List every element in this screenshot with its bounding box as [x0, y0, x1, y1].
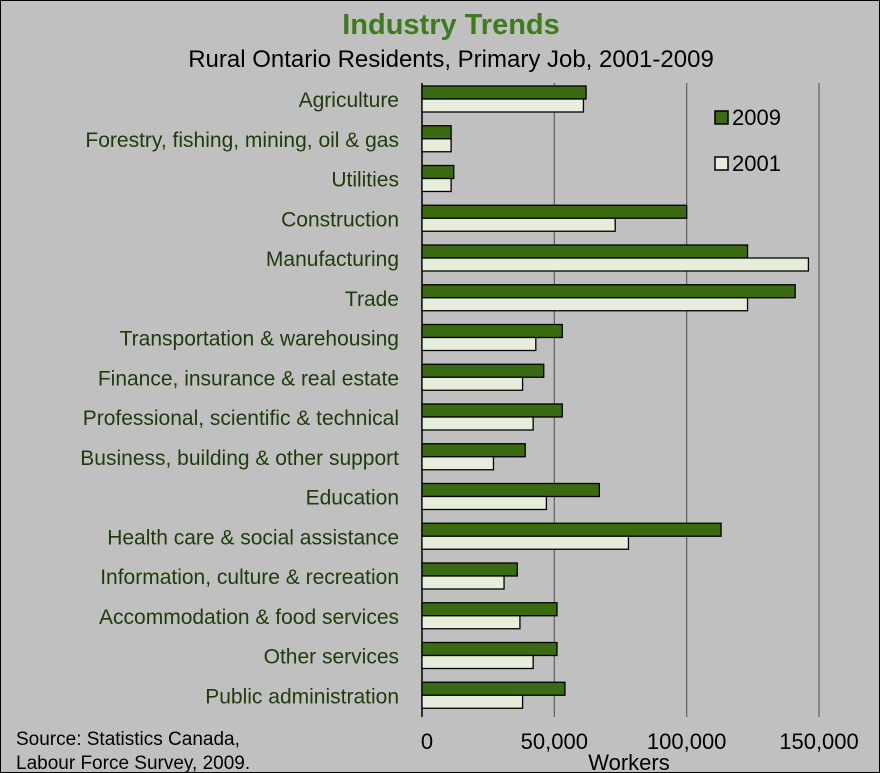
bar-2001 [421, 297, 749, 312]
category-label: Accommodation & food services [99, 606, 399, 629]
bar-2009 [421, 125, 452, 140]
legend-swatch-2009 [714, 110, 729, 125]
bar-2009 [421, 204, 688, 219]
bar-2009 [421, 164, 455, 180]
bar-2009 [421, 244, 749, 259]
legend: 2009 2001 [714, 105, 781, 176]
bar-2001 [421, 535, 630, 550]
category-label: Agriculture [299, 89, 399, 112]
category-label: Business, building & other support [80, 447, 399, 470]
legend-label-2009: 2009 [732, 105, 781, 130]
bar-2009 [421, 403, 563, 418]
bar-2009 [421, 284, 796, 299]
bar-2009 [421, 85, 587, 100]
chart-title: Industry Trends [342, 9, 560, 41]
category-label: Education [306, 487, 399, 510]
bar-2001 [421, 177, 452, 193]
chart-subtitle: Rural Ontario Residents, Primary Job, 20… [188, 46, 714, 73]
category-label: Public administration [205, 685, 399, 708]
category-label: Utilities [331, 169, 399, 192]
source-line-2: Labour Force Survey, 2009. [16, 753, 250, 772]
category-label: Professional, scientific & technical [83, 407, 399, 430]
bar-2001 [421, 575, 505, 590]
bar-2001 [421, 694, 524, 709]
x-tick-label: 0 [421, 729, 433, 754]
legend-label-2001: 2001 [732, 151, 781, 176]
x-tick-labels: 0 50,000 100,000 150,000 [421, 729, 859, 754]
category-label: Information, culture & recreation [100, 566, 399, 589]
category-label: Forestry, fishing, mining, oil & gas [85, 129, 399, 152]
bar-2009 [421, 482, 600, 498]
bar-2001 [421, 615, 521, 630]
bar-2009 [421, 562, 518, 577]
bars [421, 85, 810, 709]
bar-2009 [421, 522, 722, 537]
bar-2001 [421, 416, 534, 431]
x-tick-label: 150,000 [779, 729, 859, 754]
bar-2009 [421, 641, 558, 657]
category-label: Trade [345, 288, 399, 311]
category-label: Construction [281, 208, 399, 231]
bar-2009 [421, 443, 526, 458]
category-label: Manufacturing [266, 248, 399, 271]
bar-2001 [421, 217, 616, 232]
bar-2001 [421, 257, 810, 272]
bar-2009 [421, 323, 563, 339]
bar-2009 [421, 363, 545, 378]
bar-2001 [421, 98, 585, 113]
source-line-1: Source: Statistics Canada, [16, 729, 240, 750]
bar-2001 [421, 376, 524, 391]
bar-2001 [421, 336, 537, 352]
bar-2009 [421, 602, 558, 617]
legend-swatch-2001 [714, 156, 729, 171]
bar-2001 [421, 495, 548, 511]
bar-2001 [421, 138, 452, 153]
bar-2001 [421, 654, 534, 670]
category-label: Finance, insurance & real estate [98, 367, 399, 390]
category-label: Health care & social assistance [107, 526, 399, 549]
category-label: Transportation & warehousing [120, 328, 399, 351]
x-tick-label: 100,000 [647, 729, 727, 754]
category-labels: Agriculture Forestry, fishing, mining, oi… [80, 89, 399, 708]
category-label: Other services [264, 646, 399, 669]
x-axis-title: Workers [588, 750, 670, 772]
x-tick-label: 50,000 [521, 729, 588, 754]
bar-2001 [421, 456, 495, 471]
bar-2009 [421, 681, 566, 696]
